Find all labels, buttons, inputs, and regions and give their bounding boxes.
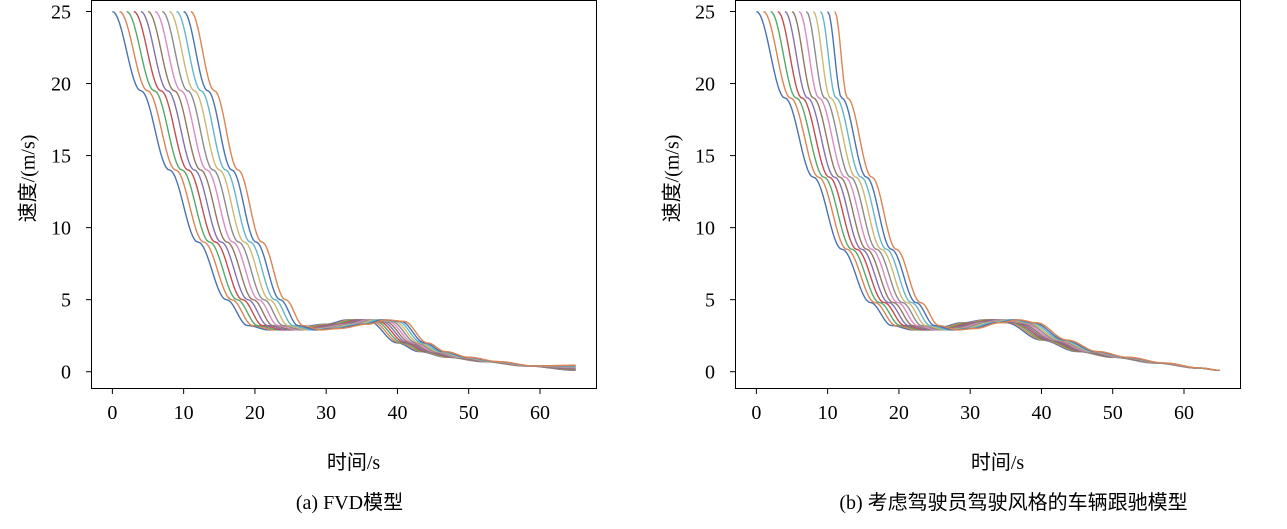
chart-panel-b: 0 10 20 30 40 50 60 0 5 10 15 20 25 速度/(m/s) 时间/s (b… bbox=[644, 0, 1287, 529]
x-tick-label: 60 bbox=[1174, 402, 1194, 424]
chart-b-plot: 0 10 20 30 40 50 60 0 5 10 15 20 25 bbox=[695, 0, 1241, 424]
y-tick-label: 25 bbox=[51, 2, 71, 24]
y-tick-label: 20 bbox=[51, 74, 71, 96]
chart-b-xlabel: 时间/s bbox=[970, 452, 1025, 474]
y-tick-label: 0 bbox=[705, 362, 715, 384]
series-line-4 bbox=[777, 10, 1220, 371]
x-tick-label: 0 bbox=[107, 402, 117, 424]
y-tick-label: 15 bbox=[51, 146, 71, 168]
series-line-5 bbox=[784, 10, 1220, 371]
series-line-9 bbox=[169, 10, 576, 368]
x-tick-label: 30 bbox=[316, 402, 336, 424]
series-line-12 bbox=[190, 10, 576, 367]
x-tick-label: 40 bbox=[1031, 402, 1051, 424]
series-line-7 bbox=[154, 10, 576, 369]
series-line-2 bbox=[119, 10, 576, 371]
series-line-1 bbox=[756, 10, 1220, 371]
x-tick-label: 10 bbox=[174, 402, 194, 424]
series-line-10 bbox=[176, 10, 576, 367]
y-tick-label: 20 bbox=[695, 74, 715, 96]
series-line-7 bbox=[798, 11, 1220, 371]
chart-a-ylabel: 速度/(m/s) bbox=[17, 134, 40, 223]
chart-a-plot: 0 10 20 30 40 50 60 0 5 10 15 20 25 bbox=[51, 0, 597, 424]
series-line-10 bbox=[819, 11, 1220, 371]
plot-frame bbox=[735, 0, 1241, 389]
chart-a-caption: (a) FVD模型 bbox=[295, 492, 404, 514]
chart-b-caption: (b) 考虑驾驶员驾驶风格的车辆跟驰模型 bbox=[839, 492, 1188, 514]
y-tick-label: 5 bbox=[705, 290, 715, 312]
x-tick-label: 20 bbox=[889, 402, 909, 424]
series-line-8 bbox=[161, 10, 576, 368]
x-tick-label: 60 bbox=[530, 402, 550, 424]
series-line-6 bbox=[147, 10, 576, 369]
x-tick-label: 20 bbox=[245, 402, 265, 424]
y-tick-label: 10 bbox=[51, 218, 71, 240]
series-line-3 bbox=[770, 10, 1220, 371]
plot-frame bbox=[91, 0, 597, 389]
series-line-5 bbox=[140, 10, 576, 370]
x-tick-label: 10 bbox=[818, 402, 838, 424]
x-tick-label: 40 bbox=[387, 402, 407, 424]
y-tick-label: 5 bbox=[61, 290, 71, 312]
x-tick-label: 30 bbox=[960, 402, 980, 424]
chart-a-xlabel: 时间/s bbox=[326, 452, 381, 474]
series-line-4 bbox=[133, 10, 576, 370]
chart-panel-a: 0 10 20 30 40 50 60 0 5 10 15 20 25 速度/(m/s) 时间/s (a… bbox=[0, 0, 643, 529]
y-tick-label: 25 bbox=[695, 2, 715, 24]
chart-b-ylabel: 速度/(m/s) bbox=[661, 134, 684, 223]
x-tick-label: 50 bbox=[459, 402, 479, 424]
series-line-6 bbox=[791, 10, 1220, 371]
series-line-12 bbox=[834, 11, 1220, 371]
y-tick-label: 0 bbox=[61, 362, 71, 384]
x-tick-label: 0 bbox=[751, 402, 761, 424]
y-tick-label: 15 bbox=[695, 146, 715, 168]
series-line-3 bbox=[126, 10, 576, 371]
x-tick-label: 50 bbox=[1103, 402, 1123, 424]
series-line-1 bbox=[112, 10, 576, 371]
y-tick-label: 10 bbox=[695, 218, 715, 240]
